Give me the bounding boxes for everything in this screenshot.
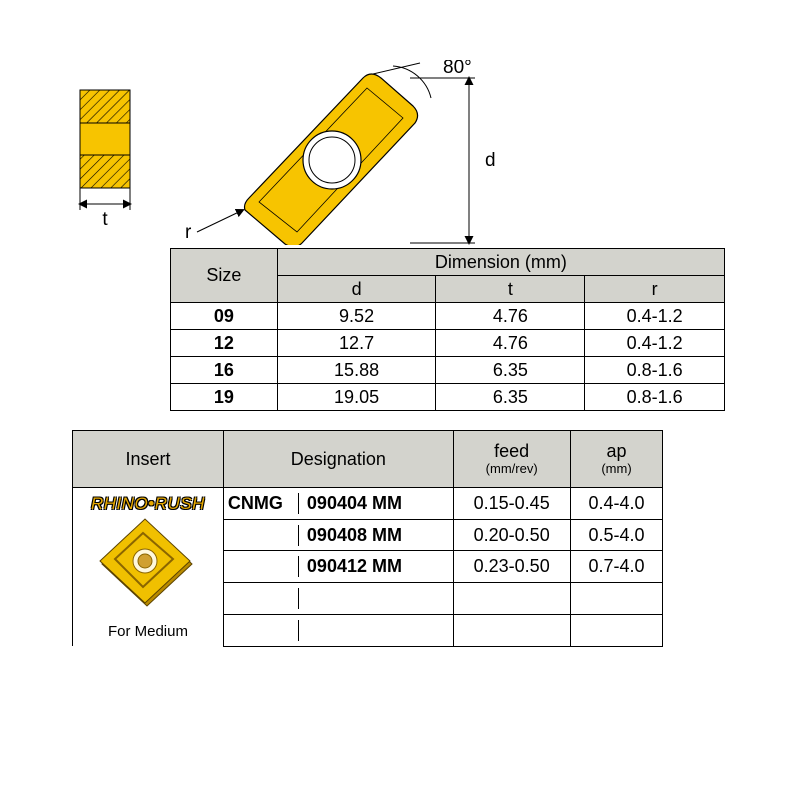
feed-header: feed (mm/rev) bbox=[453, 431, 570, 488]
table-row: RHINO•RUSH For Medium CNMG 090404 MM 0.1… bbox=[73, 488, 726, 520]
table-row: 12 12.7 4.76 0.4-1.2 bbox=[171, 330, 725, 357]
ap-header: ap (mm) bbox=[570, 431, 663, 488]
col-t-header: t bbox=[436, 276, 585, 303]
col-d-header: d bbox=[277, 276, 436, 303]
brand-label: RHINO•RUSH bbox=[73, 494, 223, 514]
insert-icon bbox=[90, 514, 205, 614]
insert-image-cell: RHINO•RUSH For Medium bbox=[73, 488, 224, 647]
table-row: 16 15.88 6.35 0.8-1.6 bbox=[171, 357, 725, 384]
dimension-header: Dimension (mm) bbox=[277, 249, 724, 276]
table-row: 19 19.05 6.35 0.8-1.6 bbox=[171, 384, 725, 411]
for-label: For Medium bbox=[73, 623, 223, 640]
dimension-table: Size Dimension (mm) d t r 09 9.52 4.76 0… bbox=[170, 248, 725, 411]
side-view-diagram: t bbox=[80, 90, 130, 230]
table-row: 09 9.52 4.76 0.4-1.2 bbox=[171, 303, 725, 330]
col-r-header: r bbox=[585, 276, 725, 303]
technical-diagram: t 80° d r bbox=[70, 60, 730, 245]
diagram-area: t 80° d r bbox=[70, 60, 730, 230]
r-label: r bbox=[185, 222, 192, 243]
cnmg-prefix: CNMG bbox=[224, 493, 299, 514]
t-label: t bbox=[102, 209, 108, 230]
designation-header: Designation bbox=[223, 431, 453, 488]
d-label: d bbox=[485, 150, 496, 171]
size-header: Size bbox=[171, 249, 278, 303]
top-view-diagram: 80° d r bbox=[185, 60, 496, 245]
designation-table: Insert Designation feed (mm/rev) ap (mm)… bbox=[72, 430, 726, 647]
angle-label: 80° bbox=[443, 60, 472, 78]
insert-header: Insert bbox=[73, 431, 224, 488]
